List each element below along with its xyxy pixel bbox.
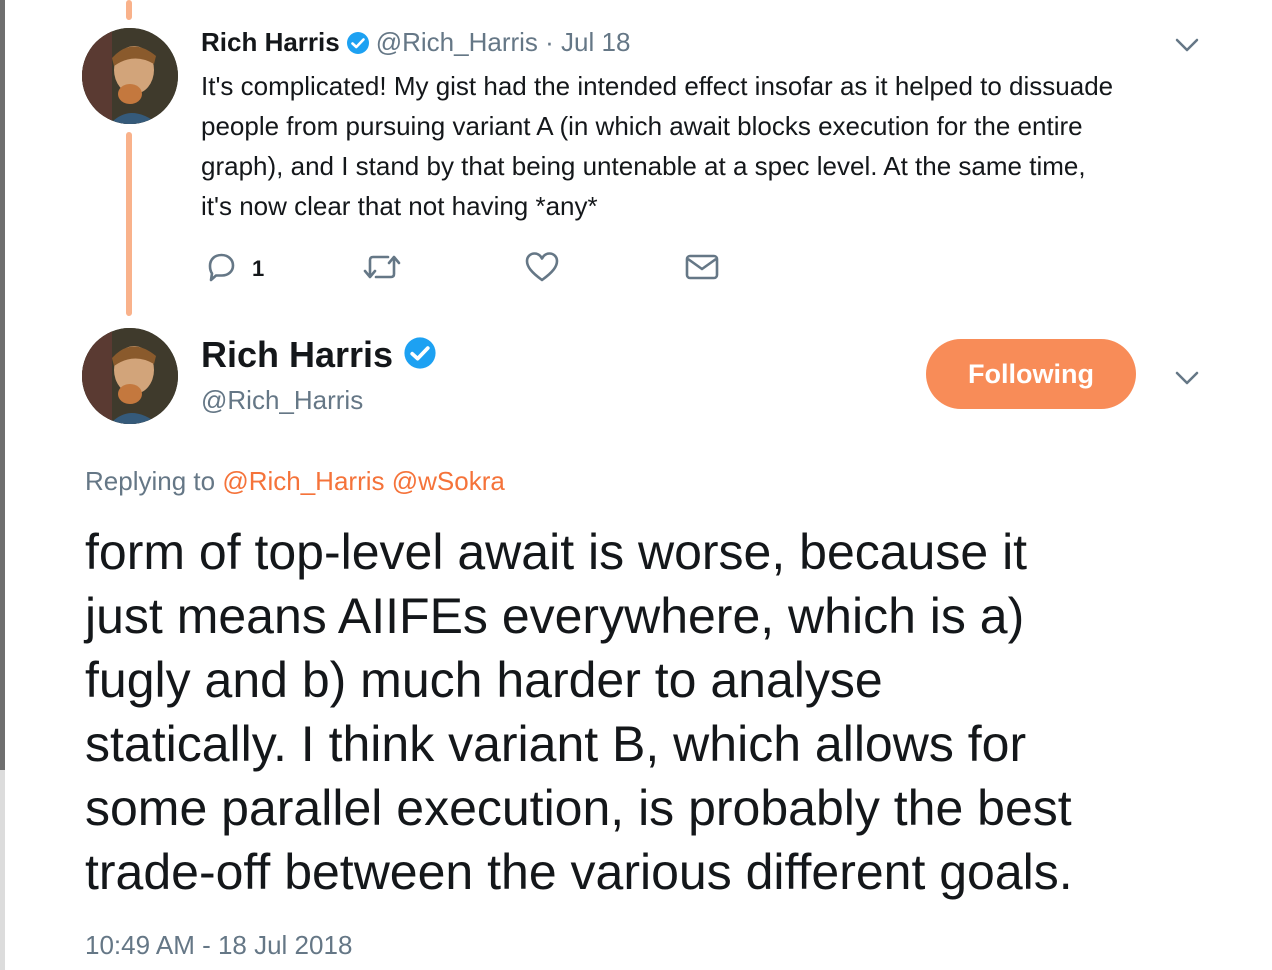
thread-connector-top (126, 0, 132, 20)
like-action[interactable] (524, 250, 560, 289)
chevron-down-icon[interactable] (1174, 365, 1200, 391)
avatar[interactable] (82, 328, 178, 424)
like-icon[interactable] (524, 250, 560, 289)
tweet-text-line: trade-off between the various different … (85, 844, 1073, 900)
window-edge-lower (0, 770, 5, 970)
verified-badge-icon (403, 336, 437, 380)
message-action[interactable] (684, 252, 720, 286)
tweet-text-line: graph), and I stand by that being untena… (201, 151, 1086, 181)
mention-link[interactable]: @wSokra (391, 466, 505, 496)
retweet-icon[interactable] (362, 250, 402, 289)
thread-connector (126, 132, 132, 316)
tweet-text-line: form of top-level await is worse, becaus… (85, 524, 1028, 580)
tweet-text-line: some parallel execution, is probably the… (85, 780, 1072, 836)
retweet-action[interactable] (362, 252, 402, 286)
avatar[interactable] (82, 28, 178, 124)
main-author-handle[interactable]: @Rich_Harris (201, 385, 364, 415)
tweet-text-line: people from pursuing variant A (in which… (201, 111, 1083, 141)
tweet-date[interactable]: · Jul 18 (545, 27, 631, 57)
main-tweet-text: form of top-level await is worse, becaus… (85, 520, 1245, 904)
reply-icon[interactable] (204, 250, 238, 289)
tweet-timestamp[interactable]: 10:49 AM - 18 Jul 2018 (85, 930, 353, 960)
tweet-text-line: it's now clear that not having *any* (201, 191, 598, 221)
tweet-text-line: just means AIIFEs everywhere, which is a… (85, 588, 1025, 644)
chevron-down-icon[interactable] (1174, 32, 1200, 58)
author-handle[interactable]: @Rich_Harris (375, 27, 538, 57)
author-name[interactable]: Rich Harris (201, 27, 340, 57)
replying-to-label: Replying to (85, 466, 216, 496)
replying-to: Replying to @Rich_Harris @wSokra (85, 464, 505, 498)
main-author-name[interactable]: Rich Harris (201, 333, 443, 380)
mention-link[interactable]: @Rich_Harris (222, 466, 385, 496)
author-name[interactable]: Rich Harris (201, 334, 394, 375)
verified-badge-icon (346, 30, 370, 62)
message-icon[interactable] (684, 250, 720, 289)
window-edge (0, 0, 5, 770)
tweet-text-line: fugly and b) much harder to analyse (85, 652, 883, 708)
parent-tweet-header: Rich Harris @Rich_Harris · Jul 18 (201, 26, 630, 62)
tweet-text-line: statically. I think variant B, which all… (85, 716, 1027, 772)
following-button[interactable]: Following (926, 339, 1136, 409)
tweet-text-line: It's complicated! My gist had the intend… (201, 71, 1114, 101)
reply-count: 1 (252, 256, 265, 281)
parent-tweet-text: It's complicated! My gist had the intend… (201, 66, 1221, 226)
reply-action[interactable]: 1 (204, 252, 264, 286)
